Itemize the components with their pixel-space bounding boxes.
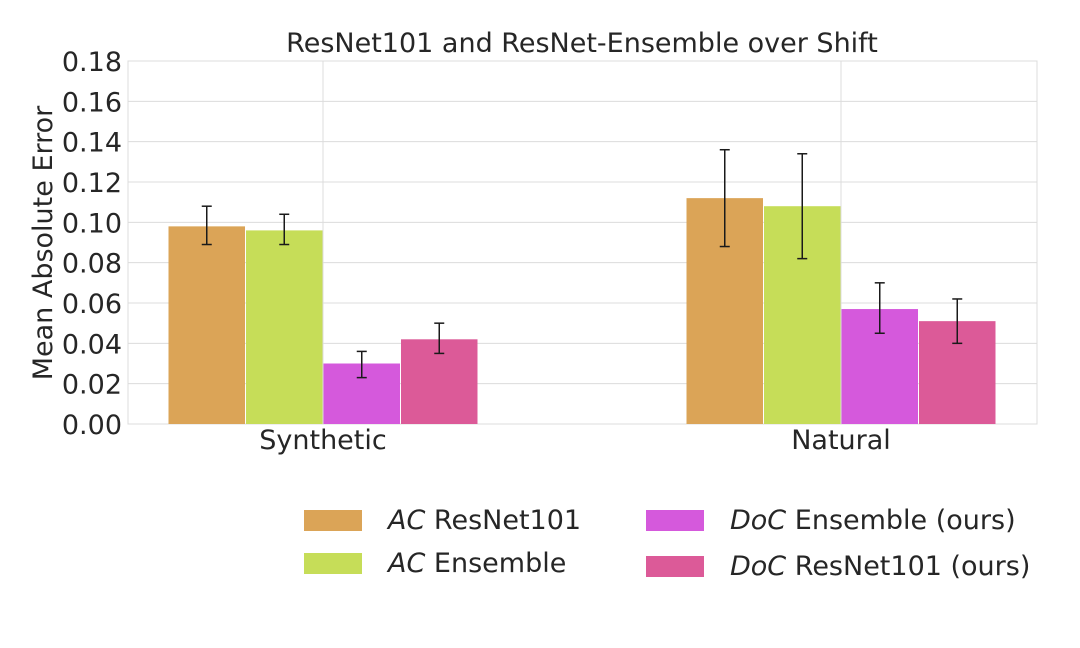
y-tick-label: 0.08 — [62, 249, 122, 280]
y-tick-label: 0.14 — [62, 128, 122, 159]
legend-item-ac-ensemble: AC Ensemble — [304, 543, 566, 583]
legend-swatch — [304, 552, 362, 574]
y-axis-label: Mean Absolute Error — [28, 105, 59, 380]
x-tick-label: Synthetic — [259, 425, 386, 456]
legend-label: DoC Ensemble (ours) — [730, 504, 1016, 536]
legend-swatch — [646, 555, 704, 577]
legend-item-doc-resnet101: DoC ResNet101 (ours) — [646, 546, 1030, 586]
y-tick-label: 0.06 — [62, 289, 122, 320]
chart-title: ResNet101 and ResNet-Ensemble over Shift — [286, 28, 878, 59]
bars — [168, 148, 996, 424]
legend-swatch — [304, 509, 362, 531]
y-tick-label: 0.16 — [62, 87, 122, 118]
plot-frame — [127, 60, 1038, 425]
y-tick-label: 0.12 — [62, 168, 122, 199]
legend-label: DoC ResNet101 (ours) — [730, 550, 1031, 582]
y-tick-label: 0.00 — [62, 410, 122, 441]
legend-label: AC Ensemble — [388, 547, 567, 579]
axes: 0.00 0.02 0.04 0.06 0.08 0.10 0.12 0.14 0.16 0.18… — [62, 47, 891, 456]
y-tick-label: 0.10 — [62, 208, 122, 239]
y-tick-label: 0.02 — [62, 370, 122, 401]
legend-item-doc-ensemble: DoC Ensemble (ours) — [646, 500, 1016, 540]
x-tick-label: Natural — [791, 425, 891, 456]
bar — [246, 230, 323, 424]
legend-label: AC ResNet101 — [388, 504, 582, 536]
legend-swatch — [646, 509, 704, 531]
bar — [168, 226, 245, 424]
legend: AC ResNet101 AC Ensemble DoC Ensemble (o… — [300, 500, 1060, 600]
y-tick-label: 0.04 — [62, 329, 122, 360]
y-tick-label: 0.18 — [62, 47, 122, 78]
legend-item-ac-resnet101: AC ResNet101 — [304, 500, 581, 540]
